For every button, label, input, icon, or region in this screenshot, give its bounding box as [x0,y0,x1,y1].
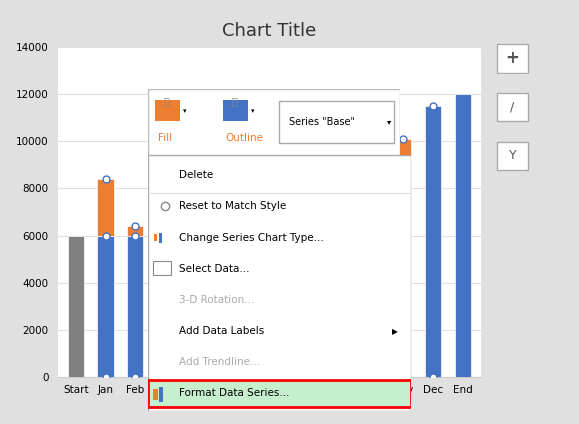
Bar [127,236,144,377]
Text: Outline: Outline [226,133,263,143]
Bar [365,162,382,377]
Bar [455,94,471,377]
Text: ⬛: ⬛ [232,96,237,106]
Text: ▾: ▾ [183,109,186,114]
Text: +: + [505,49,519,67]
FancyBboxPatch shape [278,101,394,143]
Bar [217,304,233,377]
Bar [276,304,292,377]
Text: ▾: ▾ [387,117,391,126]
Title: Chart Title: Chart Title [222,22,316,39]
Bar [306,304,322,377]
Text: Select Data...: Select Data... [179,264,250,274]
Bar [395,162,411,377]
Bar [148,380,411,407]
Text: /: / [510,100,515,114]
Text: ▾: ▾ [251,109,254,114]
Bar [395,139,411,162]
Bar [217,304,233,377]
Text: Fill: Fill [157,133,172,143]
Text: Add Data Labels: Add Data Labels [179,326,265,336]
Bar [223,100,248,120]
FancyBboxPatch shape [148,89,400,155]
Bar [153,390,157,400]
Text: ⬛: ⬛ [164,96,170,106]
FancyBboxPatch shape [148,155,411,411]
Bar [155,100,181,120]
Bar [154,234,157,241]
Bar [425,106,441,377]
FancyBboxPatch shape [497,142,528,170]
Bar [186,231,203,377]
Bar [127,226,144,236]
FancyBboxPatch shape [497,93,528,121]
Text: Add Trendline...: Add Trendline... [179,357,261,367]
Text: ▶: ▶ [392,326,398,335]
Bar [97,179,113,236]
Bar [157,226,173,264]
Text: Change Series Chart Type...: Change Series Chart Type... [179,233,324,243]
FancyBboxPatch shape [497,44,528,73]
Text: Format Data Series...: Format Data Series... [179,388,290,398]
Text: Delete: Delete [179,170,214,180]
Bar [159,387,163,402]
Text: Y: Y [508,149,516,162]
Bar [153,261,171,275]
Bar [246,304,262,377]
Bar [68,236,84,377]
Bar [97,236,113,377]
Text: Reset to Match Style: Reset to Match Style [179,201,287,212]
Bar [159,233,162,243]
Bar [335,304,352,377]
Bar [157,226,173,377]
Bar [365,140,382,162]
Text: 3-D Rotation...: 3-D Rotation... [179,295,255,305]
Text: Series "Base": Series "Base" [289,117,355,127]
